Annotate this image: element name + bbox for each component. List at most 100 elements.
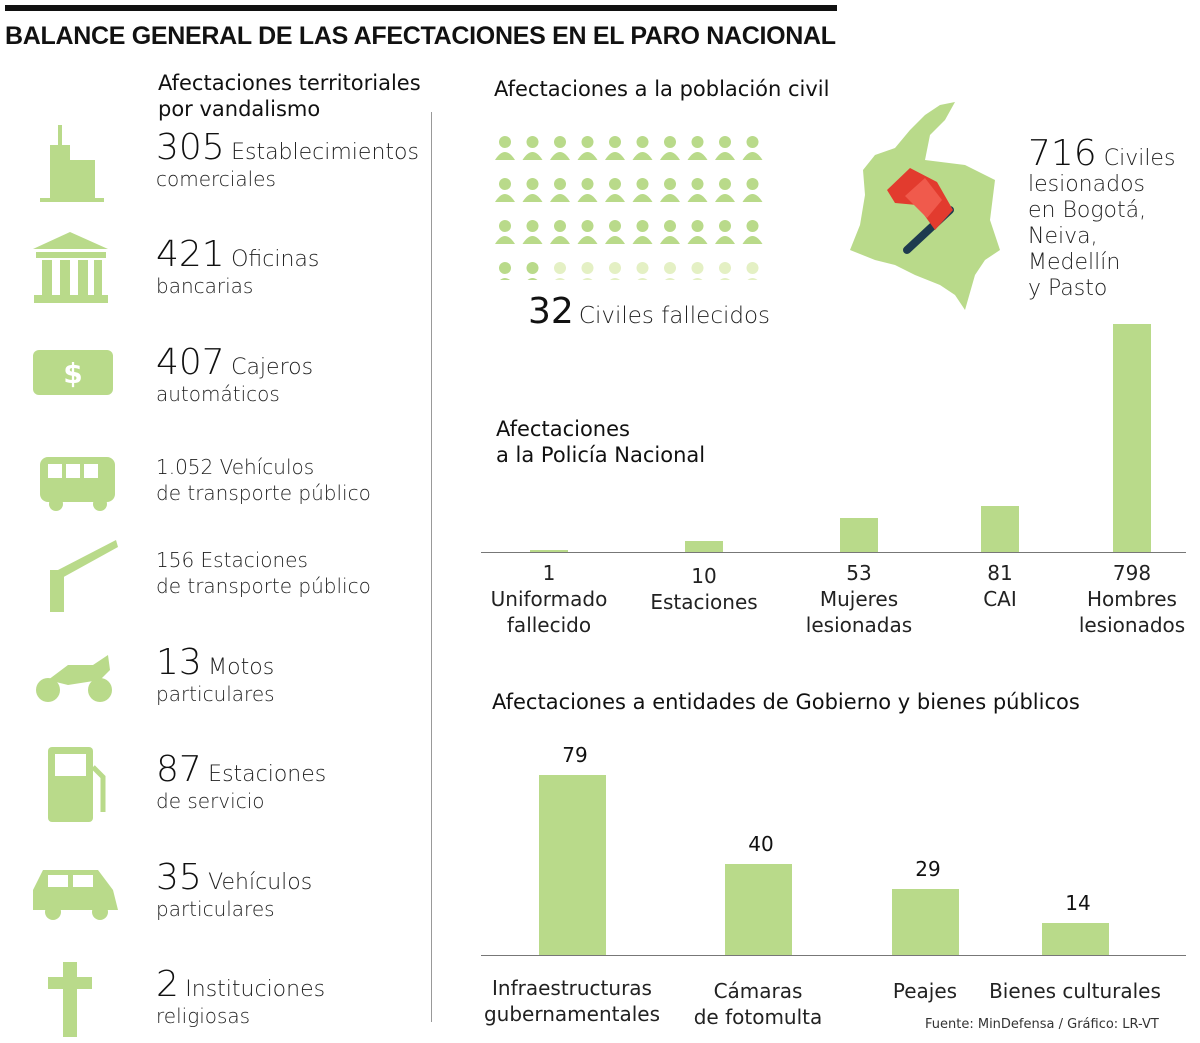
item-line: 2 Instituciones	[156, 967, 325, 1003]
category-line: Cámaras	[713, 979, 803, 1003]
police-axis	[481, 552, 1186, 553]
person-icon	[660, 136, 680, 160]
gov-category-label: Bienes culturales	[975, 978, 1175, 1004]
top-rule	[5, 5, 837, 11]
item-number: 2	[156, 964, 179, 1005]
injured-line: en Bogotá,	[1028, 198, 1147, 223]
injured-label: Civiles	[1103, 146, 1176, 171]
person-icon	[687, 136, 708, 160]
item-line: 421 Oficinas	[156, 237, 319, 273]
person-icon	[577, 220, 598, 244]
police-category-label: 798 Hombres lesionados	[1052, 560, 1200, 638]
gov-bar	[539, 775, 606, 955]
territorial-item: 407 Cajeros automáticos	[156, 345, 313, 407]
territorial-item: 1.052 Vehículos de transporte público	[156, 454, 371, 506]
police-bar	[1113, 324, 1151, 552]
territorial-item: 305 Establecimientos comerciales	[156, 130, 419, 192]
gov-axis	[481, 955, 1186, 956]
item-line: 87 Estaciones	[156, 752, 326, 788]
injured-line: lesionados	[1028, 172, 1145, 197]
gov-value-label: 14	[1065, 891, 1091, 916]
person-icon	[687, 220, 708, 244]
category-line: 798	[1112, 561, 1152, 585]
gov-chart-title: Afectaciones a entidades de Gobierno y b…	[492, 690, 1080, 714]
category-line: 81	[987, 561, 1013, 585]
gov-bar	[892, 888, 959, 955]
item-label: Cajeros	[231, 355, 314, 380]
item-label: Vehículos	[219, 455, 315, 479]
territorial-item: 156 Estaciones de transporte público	[156, 547, 371, 599]
territorial-item: 87 Estaciones de servicio	[156, 752, 326, 814]
person-icon	[605, 136, 625, 160]
person-icon	[746, 262, 759, 280]
person-icon	[609, 262, 621, 280]
person-icon	[522, 220, 543, 244]
person-icon	[715, 220, 735, 244]
category-line: 1	[542, 561, 556, 585]
item-line: 1.052 Vehículos	[156, 454, 371, 480]
item-label: Estaciones	[208, 762, 327, 787]
territorial-car-icon	[28, 850, 118, 930]
item-line: 407 Cajeros	[156, 345, 313, 381]
gov-category-label: Infraestructuras gubernamentales	[472, 975, 672, 1027]
person-icon	[499, 262, 511, 280]
item-sublabel: particulares	[156, 682, 275, 706]
territorial-cross-icon	[28, 957, 118, 1037]
territorial-bus-icon	[28, 442, 118, 522]
item-line: 13 Motos	[156, 645, 275, 681]
person-icon	[550, 136, 570, 160]
category-line: 53	[846, 561, 872, 585]
territorial-item: 2 Instituciones religiosas	[156, 967, 325, 1029]
territorial-item: 35 Vehículos particulares	[156, 860, 312, 922]
item-sublabel: particulares	[156, 897, 275, 921]
category-line: lesionados	[1078, 613, 1186, 637]
page-title: BALANCE GENERAL DE LAS AFECTACIONES EN E…	[5, 22, 836, 50]
police-bar	[981, 506, 1019, 552]
source-note: Fuente: MinDefensa / Gráfico: LR-VT	[925, 1017, 1159, 1032]
police-category-label: 1 Uniformado fallecido	[469, 560, 629, 638]
person-icon	[715, 178, 735, 202]
category-line: fallecido	[506, 613, 592, 637]
territorial-bank-icon	[28, 227, 118, 307]
person-icon	[605, 178, 625, 202]
item-line: 156 Estaciones	[156, 547, 371, 573]
item-line: 305 Establecimientos	[156, 130, 419, 166]
person-icon	[636, 262, 649, 280]
item-label: Vehículos	[208, 870, 313, 895]
person-icon	[715, 136, 735, 160]
person-icon	[495, 220, 515, 244]
dead-stat: 32 Civiles fallecidos	[528, 294, 770, 330]
person-icon	[522, 136, 543, 160]
item-number: 1.052	[156, 455, 214, 479]
category-line: Bienes culturales	[989, 979, 1161, 1003]
category-line: Infraestructuras	[492, 976, 652, 1000]
item-sublabel: de transporte público	[156, 481, 371, 505]
person-icon	[632, 178, 653, 202]
item-line: 35 Vehículos	[156, 860, 312, 896]
gov-category-label: Peajes	[825, 978, 1025, 1004]
category-line: Peajes	[892, 979, 958, 1003]
gov-bar	[725, 863, 792, 955]
person-icon	[495, 136, 515, 160]
title-line: Afectaciones	[496, 417, 630, 441]
injured-line: Medellín	[1028, 250, 1121, 275]
gov-value-label: 40	[748, 831, 774, 856]
dead-label: Civiles fallecidos	[578, 303, 771, 329]
person-icon	[632, 220, 653, 244]
category-line: de fotomulta	[693, 1005, 823, 1029]
territorial-heading: Afectaciones territoriales por vandalism…	[158, 70, 421, 122]
item-sublabel: comerciales	[156, 167, 276, 191]
territorial-gas-pump-icon	[28, 742, 118, 822]
person-icon	[719, 262, 731, 280]
person-icon	[660, 220, 680, 244]
category-line: CAI	[983, 587, 1017, 611]
colombia-map	[850, 102, 1000, 310]
person-icon	[742, 136, 763, 160]
heading-line: Afectaciones territoriales	[158, 71, 421, 95]
divider	[431, 112, 432, 1022]
category-line: 10	[691, 564, 717, 588]
category-line: Hombres	[1087, 587, 1177, 611]
svg-text:$: $	[63, 357, 82, 390]
dead-number: 32	[528, 291, 574, 332]
person-icon	[554, 262, 566, 280]
